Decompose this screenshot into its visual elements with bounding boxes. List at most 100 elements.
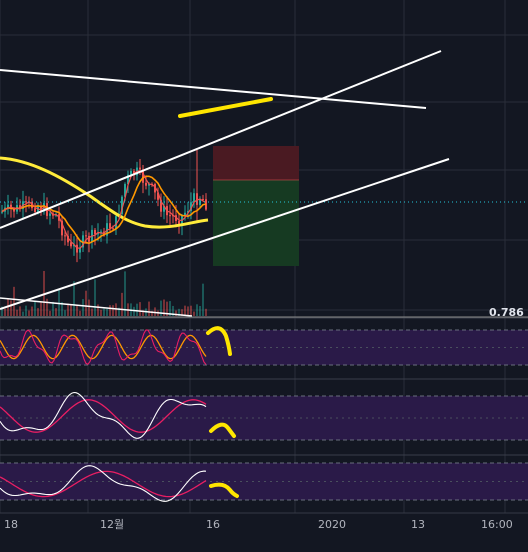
trendline-descending[interactable] (0, 69, 427, 109)
volume-bar (40, 301, 42, 316)
volume-bar (163, 299, 165, 316)
volume-bar (205, 308, 207, 316)
candle-body (202, 198, 204, 200)
volume-bar (151, 310, 153, 316)
volume-bar (4, 308, 6, 316)
volume-bar (178, 308, 180, 316)
candle-body (67, 235, 69, 243)
volume-bar (136, 303, 138, 316)
channel-lower[interactable] (0, 158, 450, 310)
volume-bar (64, 310, 66, 316)
volume-bar (187, 306, 189, 316)
volume-bar (148, 301, 150, 316)
candle-body (76, 244, 78, 253)
volume-bar (184, 305, 186, 316)
candle-body (187, 211, 189, 213)
volume-bars (1, 270, 207, 316)
candle-body (163, 206, 165, 212)
candle-body (109, 223, 111, 229)
candle-body (25, 201, 27, 203)
volume-bar (22, 311, 24, 316)
volume-bar (67, 303, 69, 316)
candle-body (184, 212, 186, 216)
volume-bar (88, 299, 90, 316)
volume-bar (37, 308, 39, 316)
candle-body (1, 211, 3, 213)
volume-bar (55, 308, 57, 316)
volume-bar (94, 279, 96, 316)
candle-body (142, 169, 144, 183)
volume-bar (139, 302, 141, 316)
volume-bar (118, 307, 120, 316)
volume-bar (73, 281, 75, 316)
candle-body (7, 204, 9, 208)
candle-body (154, 183, 156, 193)
candle-body (145, 182, 147, 186)
x-tick-18: 18 (4, 518, 18, 531)
moving-average-orange (1, 175, 207, 245)
candle-body (175, 215, 177, 222)
oscillator-main-line (0, 391, 207, 439)
candle-body (112, 228, 114, 230)
volume-bar (19, 306, 21, 316)
volume-bar (193, 311, 195, 316)
highlight-stroke (209, 422, 236, 438)
candle-body (124, 184, 126, 197)
candle-body (127, 174, 129, 185)
volume-bar (7, 299, 9, 316)
volume-bar (61, 302, 63, 316)
volume-bar (82, 299, 84, 316)
volume-bar (70, 304, 72, 316)
candle-body (34, 208, 36, 212)
volume-bar (166, 301, 168, 316)
volume-bar (115, 303, 117, 316)
volume-bar (46, 298, 48, 316)
highlight-stroke (178, 97, 273, 118)
x-tick-16-00: 16:00 (481, 518, 513, 531)
candle-body (64, 235, 66, 237)
volume-bar (28, 310, 30, 316)
volume-bar (202, 283, 204, 316)
trendline-bottom[interactable] (0, 297, 193, 317)
volume-bar (175, 310, 177, 316)
position-loss-zone[interactable] (213, 146, 299, 180)
candle-body (82, 235, 84, 248)
candle-body (115, 216, 117, 229)
volume-bar (103, 308, 105, 316)
candle-body (139, 167, 141, 170)
candle-body (13, 208, 15, 212)
volume-bar (199, 305, 201, 316)
oscillator-signal-line (0, 470, 207, 498)
candle-body (121, 196, 123, 215)
candle-body (40, 206, 42, 212)
candle-body (73, 244, 75, 247)
volume-bar (142, 310, 144, 316)
candle-body (88, 236, 90, 242)
oscillator-panel-1[interactable] (0, 317, 528, 366)
channel-upper[interactable] (0, 50, 442, 229)
candle-body (100, 231, 102, 233)
volume-bar (13, 286, 15, 316)
candle-body (97, 232, 99, 235)
candle-body (190, 202, 192, 212)
oscillator-panel-2[interactable] (0, 378, 528, 441)
volume-bar (154, 307, 156, 316)
x-tick-13: 13 (411, 518, 425, 531)
oscillator-signal-line (0, 334, 207, 360)
oscillator-main-line (0, 329, 207, 365)
volume-bar (181, 309, 183, 316)
candle-body (49, 213, 51, 216)
volume-bar (58, 288, 60, 316)
oscillator-panel-3[interactable] (0, 454, 528, 502)
volume-bar (52, 301, 54, 316)
volume-bar (31, 306, 33, 316)
candle-body (148, 183, 150, 186)
candle-body (61, 220, 63, 236)
volume-bar (16, 309, 18, 316)
highlight-stroke (206, 326, 232, 356)
volume-bar (172, 305, 174, 316)
oscillator-signal-line (0, 399, 207, 433)
price-panel[interactable]: 0.786 (0, 50, 528, 319)
fib-level-label: 0.786 (489, 306, 524, 319)
